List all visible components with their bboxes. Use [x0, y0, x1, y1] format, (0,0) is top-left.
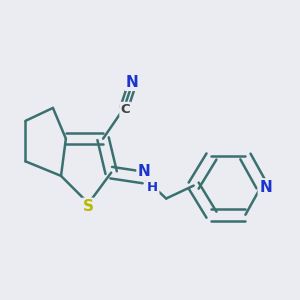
Text: N: N	[138, 164, 151, 179]
Text: N: N	[259, 180, 272, 195]
Text: S: S	[82, 199, 93, 214]
Text: N: N	[126, 75, 139, 90]
Text: C: C	[121, 103, 130, 116]
Text: H: H	[147, 181, 158, 194]
